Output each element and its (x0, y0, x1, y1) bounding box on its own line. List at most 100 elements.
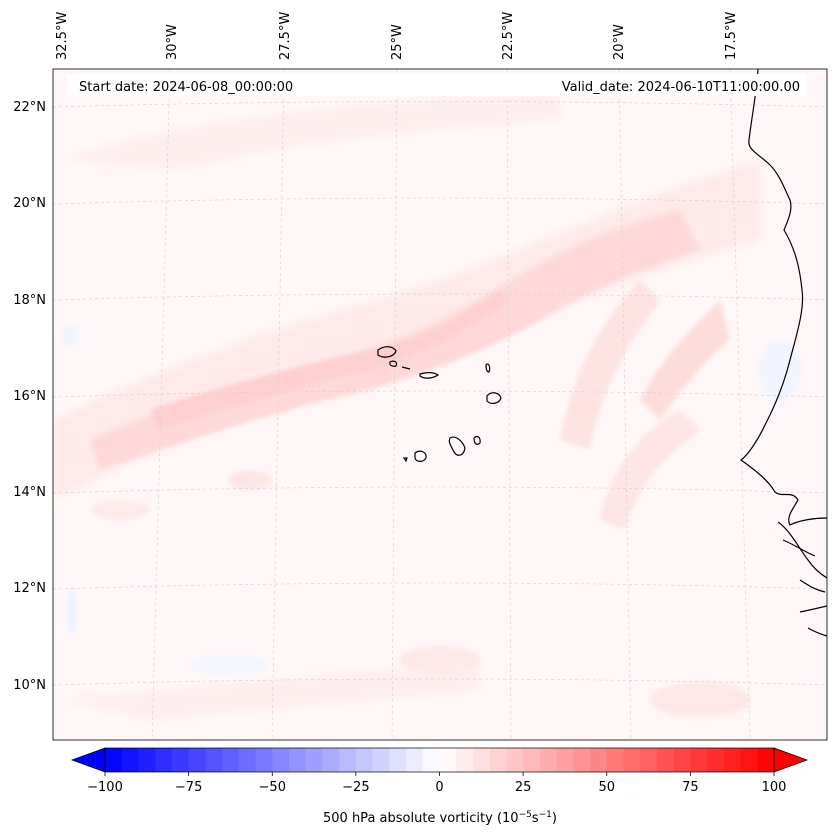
west-africa-coastline (739, 69, 827, 526)
lat-label: 22°N (13, 100, 46, 115)
vorticity-patch (90, 500, 150, 520)
colorbar-segment (255, 748, 273, 772)
valid-date-label: Valid_date: 2024-06-10T11:00:00.00 (562, 80, 800, 95)
island-santa-luzia (401, 366, 411, 370)
island-santiago (448, 436, 466, 456)
colorbar-segment (205, 748, 223, 772)
colorbar-segment (322, 748, 340, 772)
lon-label: 22.5°W (501, 12, 516, 60)
colorbar-extend-max (773, 747, 809, 773)
colorbar-segment (155, 748, 173, 772)
colorbar-segment (171, 748, 190, 772)
lat-label: 10°N (13, 678, 46, 693)
negative-vorticity-patch (190, 655, 270, 675)
colorbar-segment (723, 748, 742, 772)
lon-label: 20°W (612, 24, 627, 60)
negative-vorticity-patch (62, 323, 78, 347)
island-santo-antao (377, 346, 397, 358)
colorbar-segment (523, 748, 541, 772)
lon-label: 27.5°W (278, 12, 293, 60)
island-sao-vicente (389, 360, 398, 367)
colorbar-tick-label: 0 (435, 780, 443, 795)
colorbar-segment (539, 748, 558, 772)
colorbar-segment (707, 748, 725, 772)
colorbar-segment (272, 748, 290, 772)
colorbar-segment (640, 748, 658, 772)
colorbar-segment (305, 748, 324, 772)
colorbar-tick-label: 100 (762, 780, 787, 795)
island-fogo (414, 450, 427, 462)
colorbar-segment (372, 748, 390, 772)
info-box (67, 74, 807, 96)
colorbar-ticks: −100 −75 −50 −25 0 25 50 75 100 (87, 772, 786, 795)
colorbar-segment (105, 748, 123, 772)
lon-label: 17.5°W (724, 12, 739, 60)
colorbar-segment (506, 748, 524, 772)
lat-label: 16°N (13, 389, 46, 404)
vorticity-band-core (150, 290, 510, 430)
colorbar-segment (121, 748, 140, 772)
gridlines (53, 69, 827, 740)
vorticity-patch (650, 682, 750, 718)
colorbar-segments (105, 748, 775, 772)
colorbar-segment (472, 748, 491, 772)
colorbar-segment (439, 748, 457, 772)
map-frame (52, 68, 828, 741)
colorbar-tick-label: −75 (175, 780, 202, 795)
colorbar-tick-label: 50 (598, 780, 615, 795)
coastlines (377, 69, 827, 637)
vorticity-streak-east3 (600, 410, 700, 530)
longitude-labels: 32.5°W 30°W 27.5°W 25°W 22.5°W 20°W 17.5… (55, 12, 739, 60)
colorbar-segment (422, 748, 441, 772)
colorbar-segment (222, 748, 240, 772)
vorticity-patch (228, 470, 272, 490)
lat-label: 12°N (13, 581, 46, 596)
island-boa-vista (486, 392, 502, 404)
colorbar-tick-label: 25 (515, 780, 532, 795)
island-maio (473, 436, 481, 445)
lon-label: 25°W (390, 24, 405, 60)
map-panel: Start date: 2024-06-08_00:00:00 Valid_da… (13, 12, 828, 741)
colorbar-segment (138, 748, 156, 772)
colorbar-tick-label: −50 (259, 780, 286, 795)
vorticity-streak-east2 (640, 300, 730, 420)
negative-vorticity-patch (67, 585, 77, 635)
vorticity-patch-south (60, 665, 480, 720)
colorbar-extend-min (70, 747, 106, 773)
vorticity-field (53, 95, 802, 720)
latitude-labels: 22°N 20°N 18°N 16°N 14°N 12°N 10°N (13, 100, 46, 693)
vorticity-arc-north (60, 95, 560, 170)
colorbar-label: 500 hPa absolute vorticity (10−5s−1) (323, 810, 557, 826)
colorbar-segment (355, 748, 374, 772)
colorbar-segment (456, 748, 474, 772)
colorbar-tick-label: −100 (87, 780, 123, 795)
vorticity-streak-east (560, 280, 660, 450)
lat-label: 20°N (13, 196, 46, 211)
colorbar-segment (406, 748, 424, 772)
colorbar-segment (623, 748, 641, 772)
lon-label: 32.5°W (55, 12, 70, 60)
colorbar-segment (690, 748, 708, 772)
vorticity-patch (400, 646, 480, 674)
colorbar: −100 −75 −50 −25 0 25 50 75 100 500 hPa absolute… (70, 747, 809, 826)
start-date-label: Start date: 2024-06-08_00:00:00 (79, 80, 293, 95)
island-sal (485, 363, 491, 373)
colorbar-segment (556, 748, 574, 772)
colorbar-segment (339, 748, 357, 772)
island-sao-nicolau (419, 372, 440, 379)
colorbar-segment (673, 748, 691, 772)
lon-label: 30°W (165, 24, 180, 60)
colorbar-tick-label: 75 (682, 780, 699, 795)
colorbar-tick-label: −25 (342, 780, 369, 795)
colorbar-segment (656, 748, 675, 772)
colorbar-segment (573, 748, 591, 772)
colorbar-segment (288, 748, 307, 772)
colorbar-segment (606, 748, 625, 772)
colorbar-segment (489, 748, 508, 772)
colorbar-segment (590, 748, 608, 772)
colorbar-segment (188, 748, 206, 772)
lat-label: 18°N (13, 293, 46, 308)
island-brava (402, 457, 408, 463)
colorbar-segment (757, 748, 775, 772)
